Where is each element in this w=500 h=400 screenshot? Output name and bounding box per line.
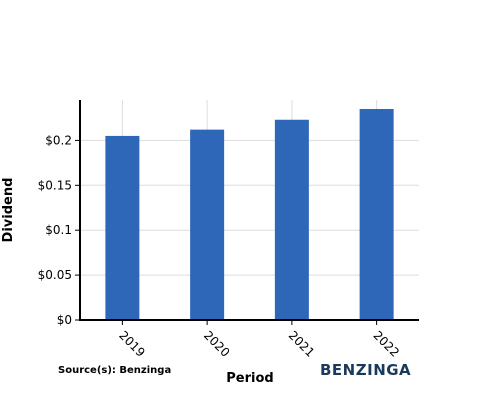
- y-tick-label: $0: [57, 313, 72, 327]
- benzinga-logo: BENZINGA: [320, 361, 411, 379]
- x-tick-label: 2022: [371, 328, 402, 359]
- y-tick-label: $0.15: [38, 178, 72, 192]
- bar-2020: [190, 129, 225, 320]
- x-tick-label: 2021: [286, 328, 317, 359]
- x-axis-title: Period: [226, 371, 273, 386]
- x-tick-label: 2020: [201, 328, 232, 359]
- bar-2022: [359, 108, 394, 321]
- axis-layer: [75, 100, 419, 325]
- bar-layer: [105, 108, 394, 321]
- y-axis-title: Dividend: [1, 178, 16, 243]
- y-tick-label: $0.1: [45, 223, 72, 237]
- bar-2019: [105, 135, 140, 320]
- y-tick-label: $0.2: [45, 133, 72, 147]
- source-label: Source(s): Benzinga: [58, 365, 171, 376]
- x-tick-label: 2019: [116, 328, 147, 359]
- y-tick-label: $0.05: [38, 268, 72, 282]
- bar-2021: [274, 119, 309, 321]
